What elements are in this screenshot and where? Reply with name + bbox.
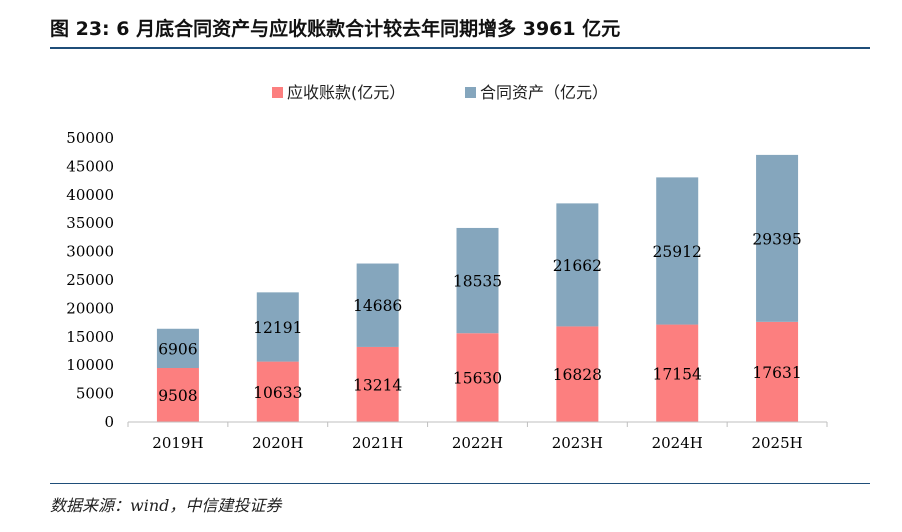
chart-legend: 应收账款(亿元） 合同资产（亿元） — [272, 83, 608, 102]
data-label-receivables: 13214 — [353, 376, 402, 394]
bar-receivables — [756, 321, 799, 422]
source-rule — [50, 483, 870, 484]
data-label-receivables: 17631 — [752, 364, 801, 382]
legend-swatch-contract-assets — [465, 87, 476, 98]
data-label-contract-assets: 29395 — [752, 230, 801, 248]
y-axis: 0 5000 10000 15000 20000 25000 30000 35000 40000… — [66, 129, 114, 431]
x-axis: 2019H 2020H 2021H 2022H 2023H 2024H 2025H — [127, 421, 828, 452]
data-label-receivables: 16828 — [553, 366, 602, 384]
data-label-contract-assets: 25912 — [653, 243, 702, 261]
bar-receivables — [456, 333, 499, 422]
y-tick-label: 50000 — [66, 129, 114, 147]
y-tick-label: 40000 — [66, 186, 114, 204]
bars-group — [156, 154, 799, 422]
bar-contract-assets — [656, 177, 699, 325]
data-label-contract-assets: 6906 — [158, 340, 197, 358]
bar-contract-assets — [456, 227, 499, 334]
bar-contract-assets — [556, 203, 599, 327]
bar-receivables — [556, 326, 599, 422]
data-labels-group: 9508 6906 10633 12191 13214 14686 15630 18535 16… — [158, 230, 802, 405]
data-label-receivables: 15630 — [453, 370, 502, 388]
figure-title: 图 23: 6 月底合同资产与应收账款合计较去年同期增多 3961 亿元 — [50, 18, 621, 40]
y-tick-label: 0 — [104, 413, 114, 431]
x-tick-label: 2020H — [252, 434, 303, 452]
x-tick-label: 2023H — [552, 434, 603, 452]
y-tick-label: 5000 — [76, 385, 114, 403]
legend-swatch-receivables — [272, 87, 283, 98]
y-tick-label: 45000 — [66, 157, 114, 175]
bar-contract-assets — [756, 154, 799, 322]
bar-receivables — [356, 346, 399, 422]
bar-contract-assets — [156, 328, 199, 368]
y-tick-label: 20000 — [66, 299, 114, 317]
data-label-receivables: 17154 — [653, 365, 702, 383]
x-tick-label: 2019H — [152, 434, 203, 452]
bar-receivables — [156, 367, 199, 422]
data-label-contract-assets: 21662 — [553, 257, 602, 275]
y-tick-label: 30000 — [66, 243, 114, 261]
bar-receivables — [256, 361, 299, 422]
y-tick-label: 10000 — [66, 356, 114, 374]
data-label-receivables: 10633 — [253, 384, 302, 402]
x-tick-label: 2024H — [652, 434, 703, 452]
bar-contract-assets — [256, 292, 299, 362]
source-note: 数据来源：wind，中信建投证券 — [50, 496, 282, 515]
data-label-receivables: 9508 — [158, 387, 197, 405]
x-tick-label: 2021H — [352, 434, 403, 452]
x-tick-label: 2022H — [452, 434, 503, 452]
y-tick-label: 25000 — [66, 271, 114, 289]
legend-label-contract-assets: 合同资产（亿元） — [480, 83, 608, 102]
title-rule — [50, 47, 870, 49]
x-tick-label: 2025H — [751, 434, 802, 452]
y-tick-label: 15000 — [66, 328, 114, 346]
bar-receivables — [656, 324, 699, 422]
bar-contract-assets — [356, 263, 399, 347]
data-label-contract-assets: 14686 — [353, 297, 402, 315]
data-label-contract-assets: 18535 — [453, 273, 502, 291]
y-tick-label: 35000 — [66, 214, 114, 232]
data-label-contract-assets: 12191 — [253, 319, 302, 337]
legend-label-receivables: 应收账款(亿元） — [287, 83, 405, 102]
